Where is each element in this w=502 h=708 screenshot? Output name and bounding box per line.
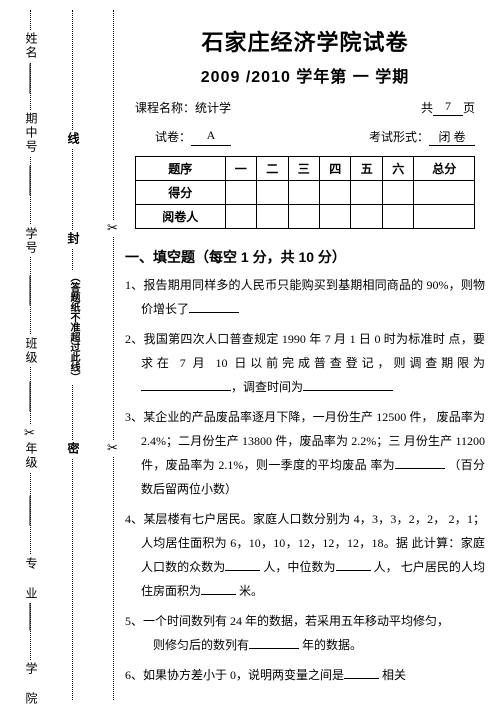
q-text: 率为	[370, 458, 395, 472]
cell	[351, 205, 382, 229]
blank	[249, 635, 299, 649]
q-text: 4、某层楼有七户居民。家庭人口数分别为 4，3，3，2，2，	[125, 512, 445, 526]
blank-line	[30, 601, 31, 631]
section-1-heading: 一、填空题（每空 1 分，共 10 分）	[125, 247, 485, 267]
label-banji: 班级	[23, 335, 40, 367]
blank-line	[30, 64, 31, 94]
binding-margin: 学 院 专 业 ✂ 年级 班级 学号 期中号 姓名 （答题纸不准超过此线） 密 …	[0, 0, 115, 708]
label-nianji: 年级	[23, 440, 40, 472]
q-text: 年的数据。	[302, 638, 362, 652]
exam-content: 石家庄经济学院试卷 2009 /2010 学年第 一 学期 课程名称： 统计学 …	[125, 25, 485, 687]
seal-note: （答题纸不准超过此线）	[66, 270, 81, 384]
table-row: 得分	[136, 181, 475, 205]
exam-type-label: 考试形式：	[369, 128, 429, 146]
cell	[320, 205, 351, 229]
table-row: 题序 一 二 三 四 五 六 总分	[136, 157, 475, 181]
term-title: 2009 /2010 学年第 一 学期	[125, 63, 485, 87]
course-name: 统计学	[195, 99, 231, 116]
th-6: 六	[382, 157, 413, 181]
cell	[288, 181, 319, 205]
meta-row-2: 试卷： A 考试形式： 闭 卷	[125, 128, 485, 146]
blank-line	[30, 166, 31, 196]
q-text: 人，	[374, 560, 398, 574]
label-xingming: 姓名	[23, 30, 40, 62]
th-seq: 题序	[136, 157, 226, 181]
th-3: 三	[288, 157, 319, 181]
row-marker-label: 阅卷人	[136, 205, 226, 229]
scissor-icon: ✂	[24, 425, 35, 441]
q-text: 则修匀后的数列有	[153, 638, 249, 652]
q-text: 人，中位数为	[263, 560, 335, 574]
cell	[257, 181, 288, 205]
pages-suffix: 页	[463, 99, 475, 116]
cell	[414, 181, 475, 205]
question-5: 5、一个时间数列有 24 年的数据，若采用五年移动平均修匀， 则修匀后的数列有 …	[125, 609, 485, 657]
cell	[225, 181, 256, 205]
q-text: ，调查时间为	[231, 380, 303, 394]
dotted-line-3	[113, 10, 114, 700]
q-text: 相关	[382, 668, 406, 682]
label-xueyuan: 学 院	[23, 660, 40, 708]
blank-line	[30, 382, 31, 412]
blank-line	[30, 496, 31, 526]
q-text: 米。	[239, 584, 263, 598]
blank	[336, 557, 371, 571]
cell	[382, 181, 413, 205]
th-4: 四	[320, 157, 351, 181]
course-label: 课程名称：	[135, 99, 195, 116]
scissor-icon: ✂	[107, 220, 118, 236]
cell	[351, 181, 382, 205]
blank	[201, 581, 236, 595]
question-2: 2、我国第四次人口普查规定 1990 年 7 月 1 日 0 时为标准时 点，要…	[125, 327, 485, 399]
q-text: 5、一个时间数列有 24 年的数据，若采用五年移动平均修匀，	[125, 614, 449, 628]
school-title: 石家庄经济学院试卷	[125, 25, 485, 57]
question-6: 6、如果协方差小于 0，说明两变量之间是 相关	[125, 663, 485, 687]
th-1: 一	[225, 157, 256, 181]
blank	[189, 299, 239, 313]
blank	[395, 455, 445, 469]
blank	[303, 377, 393, 391]
q-text: 6、如果协方差小于 0，说明两变量之间是	[125, 668, 344, 682]
paper-label: 试卷：	[155, 128, 191, 146]
blank-line	[30, 276, 31, 306]
label-qizhonghao: 期中号	[23, 110, 40, 156]
th-total: 总分	[414, 157, 475, 181]
blank	[225, 557, 260, 571]
pages-prefix: 共	[421, 99, 433, 116]
q-text: 3、某企业的产品废品率逐月下降，一月份生产 12500 件，	[125, 410, 434, 424]
score-table: 题序 一 二 三 四 五 六 总分 得分 阅卷人	[135, 156, 475, 229]
pages-value: 7	[433, 99, 463, 116]
q-text: 2、我国第四次人口普查规定 1990 年 7 月 1 日 0 时为标准时	[125, 332, 445, 346]
scissor-icon: ✂	[107, 440, 118, 456]
question-4: 4、某层楼有七户居民。家庭人口数分别为 4，3，3，2，2， 2，1；人均居住面…	[125, 507, 485, 603]
exam-type-value: 闭 卷	[429, 128, 475, 146]
row-score-label: 得分	[136, 181, 226, 205]
cell	[414, 205, 475, 229]
question-3: 3、某企业的产品废品率逐月下降，一月份生产 12500 件， 废品率为 2.4%…	[125, 405, 485, 501]
label-zhuanye: 专 业	[23, 555, 40, 603]
blank	[141, 377, 231, 391]
label-xuehao: 学号	[23, 225, 40, 257]
seal-feng: 封	[65, 230, 82, 248]
cell	[225, 205, 256, 229]
seal-xian: 线	[65, 130, 82, 148]
cell	[257, 205, 288, 229]
paper-value: A	[191, 128, 231, 146]
q-text: 1、报告期用同样多的人民币只能购买到基期相同商品的	[125, 278, 423, 292]
seal-mi: 密	[65, 440, 82, 458]
question-1: 1、报告期用同样多的人民币只能购买到基期相同商品的 90%，则物价增长了	[125, 273, 485, 321]
blank	[344, 665, 379, 679]
meta-row-1: 课程名称： 统计学 共 7 页	[125, 99, 485, 116]
th-2: 二	[257, 157, 288, 181]
cell	[320, 181, 351, 205]
cell	[382, 205, 413, 229]
table-row: 阅卷人	[136, 205, 475, 229]
th-5: 五	[351, 157, 382, 181]
cell	[288, 205, 319, 229]
